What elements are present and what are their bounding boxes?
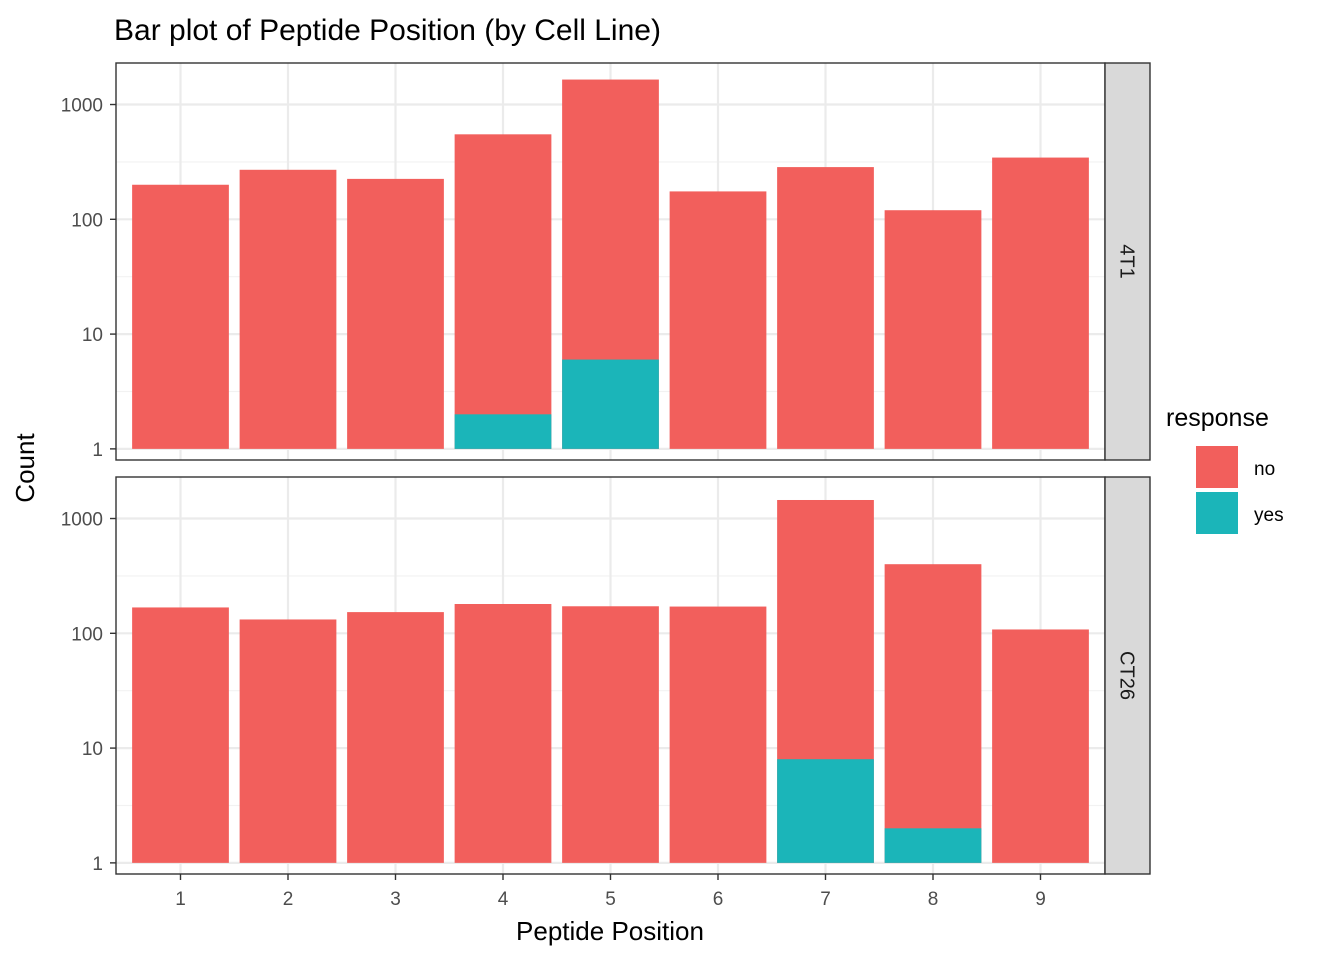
- legend-keys: no yes: [1196, 446, 1284, 534]
- bar-no-ct26-8: [884, 564, 982, 863]
- legend-label-no: no: [1254, 459, 1275, 480]
- y-tick-label: 100: [71, 210, 103, 231]
- facet-strip: [1104, 476, 1151, 875]
- bar-no-4t1-2: [239, 169, 337, 449]
- bar-no-4t1-3: [347, 178, 444, 449]
- bar-no-4t1-7: [777, 167, 874, 449]
- bar-no-4t1-9: [992, 157, 1089, 449]
- x-tick-label: 9: [1035, 889, 1046, 910]
- legend-swatch-no: [1196, 446, 1238, 488]
- bar-yes-4t1-4: [454, 414, 552, 449]
- x-tick-label: 5: [605, 889, 616, 910]
- facet-strip: [1104, 62, 1151, 461]
- x-tick-label: 2: [283, 889, 294, 910]
- legend-title: response: [1166, 404, 1269, 432]
- bar-no-ct26-4: [454, 604, 552, 863]
- bar-no-4t1-1: [132, 184, 229, 449]
- chart-title: Bar plot of Peptide Position (by Cell Li…: [114, 14, 661, 47]
- y-tick-label: 1000: [61, 96, 103, 117]
- y-tick-label: 100: [71, 624, 103, 645]
- bar-no-ct26-9: [992, 629, 1089, 863]
- bar-no-4t1-4: [454, 134, 552, 449]
- facet-panel-4t1: 1 10 100 1000 4T1: [61, 62, 1151, 461]
- bar-no-ct26-2: [239, 619, 337, 863]
- bar-yes-4t1-5: [562, 359, 659, 449]
- y-tick-label: 1: [92, 440, 103, 461]
- bar-no-ct26-5: [562, 606, 659, 863]
- bar-no-ct26-6: [669, 606, 767, 863]
- x-tick-label: 1: [175, 889, 186, 910]
- x-tick-label: 4: [498, 889, 509, 910]
- legend: response no yes: [1166, 404, 1284, 534]
- bar-no-4t1-8: [884, 210, 982, 449]
- y-tick-label: 10: [82, 325, 103, 346]
- bar-yes-ct26-8: [884, 828, 982, 863]
- facet-panel-ct26: 1 10 100 1000 CT26 1 2 3 4 5 6 7 8 9: [61, 476, 1151, 910]
- facet-panels: 1 10 100 1000 4T1 1 10 100 1000 CT26 1 2 3 4 5 6 7 8 9: [61, 62, 1151, 910]
- y-axis-label: Count: [10, 433, 40, 503]
- facet-strip-label: 4T1: [1116, 244, 1138, 278]
- y-tick-label: 10: [82, 739, 103, 760]
- x-tick-label: 8: [928, 889, 939, 910]
- x-axis-label: Peptide Position: [516, 916, 704, 946]
- legend-swatch-yes: [1196, 492, 1238, 534]
- x-tick-label: 7: [820, 889, 831, 910]
- legend-label-yes: yes: [1254, 505, 1284, 526]
- facet-strip-label: CT26: [1116, 651, 1138, 700]
- x-tick-label: 3: [390, 889, 401, 910]
- bar-yes-ct26-7: [777, 759, 874, 863]
- bar-no-ct26-1: [132, 607, 229, 863]
- bar-no-ct26-3: [347, 612, 444, 863]
- bar-no-4t1-6: [669, 191, 767, 449]
- x-tick-label: 6: [713, 889, 724, 910]
- y-tick-label: 1: [92, 854, 103, 875]
- y-tick-label: 1000: [61, 510, 103, 531]
